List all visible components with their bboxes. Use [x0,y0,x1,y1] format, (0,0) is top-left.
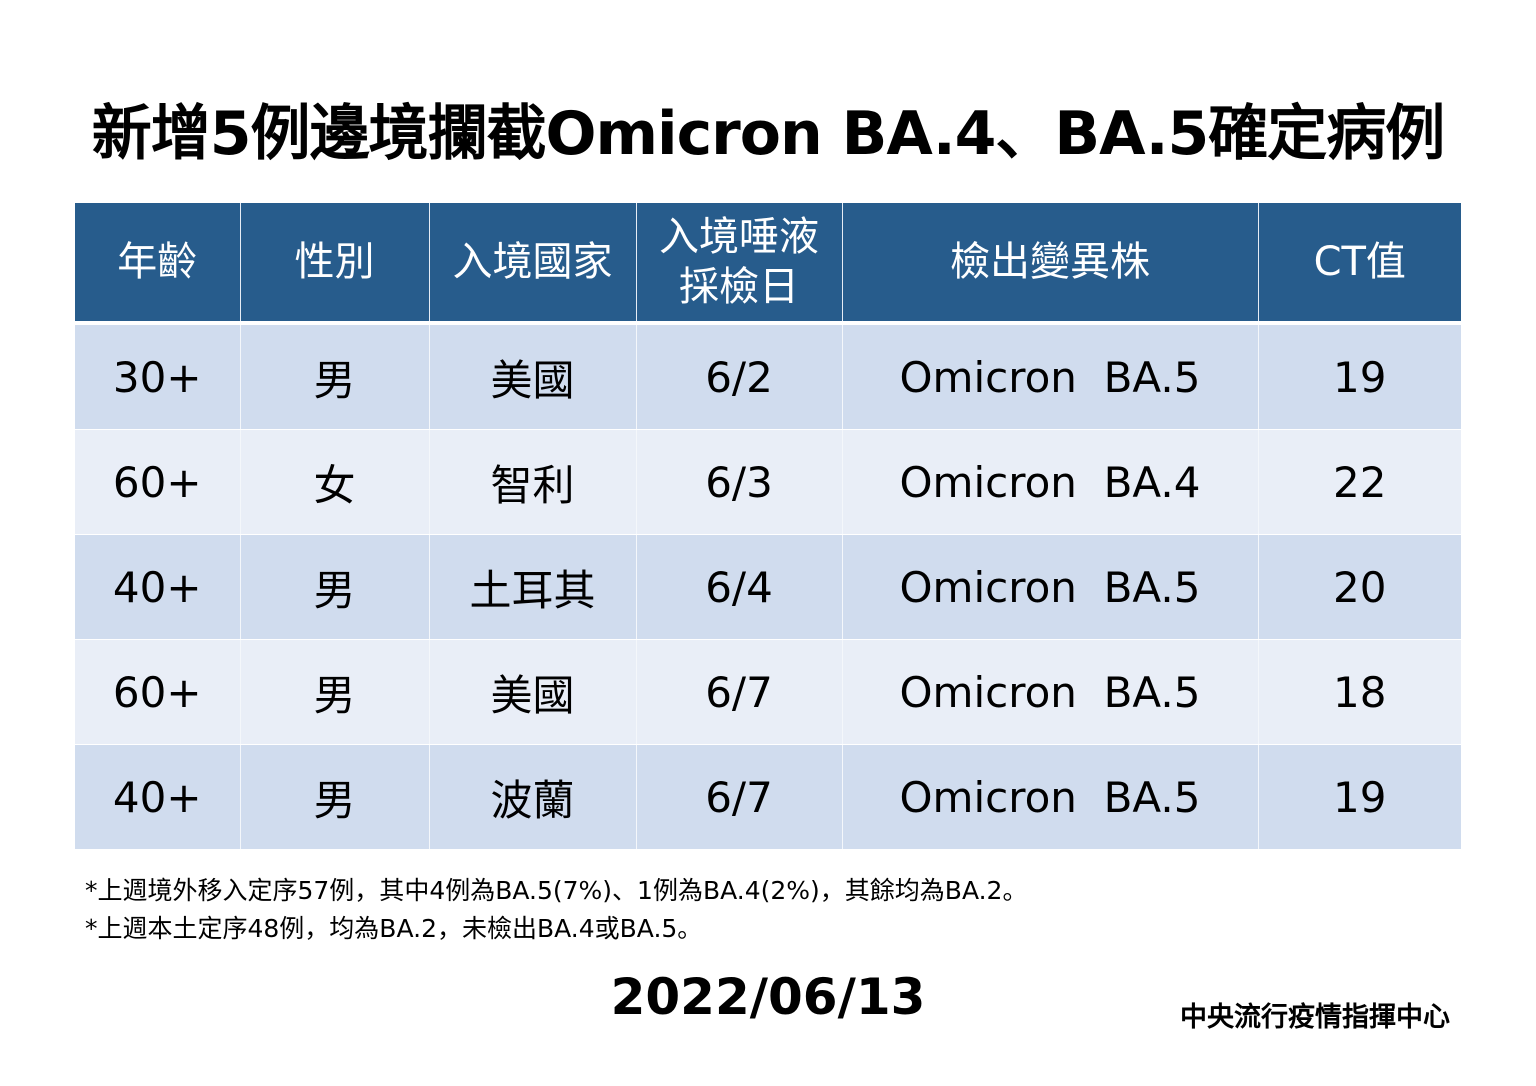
cell-age: 60+ [75,639,241,745]
cell-sample-date: 6/4 [636,534,843,640]
cell-country: 智利 [429,429,637,535]
organization: 中央流行疫情指揮中心 [1180,1002,1450,1033]
date: 2022/06/13 [610,968,926,1026]
table-header-row: 年齡 性別 入境國家 入境唾液 採檢日 檢出變異株 CT值 [75,203,1461,325]
cell-variant: Omicron BA.5 [842,534,1259,640]
header-age: 年齡 [75,203,241,325]
cell-country: 美國 [429,323,637,430]
cell-variant: Omicron BA.5 [842,323,1259,430]
cell-ct: 20 [1258,534,1461,640]
footnote: *上週境外移入定序57例，其中4例為BA.5(7%)、1例為BA.4(2%)，其… [85,876,1028,905]
cell-sample-date: 6/7 [636,639,843,745]
cell-sex: 男 [240,744,430,850]
table-row: 40+ 男波蘭 6/7 Omicron BA.5 19 [75,744,1461,850]
cell-variant: Omicron BA.5 [842,744,1259,850]
cell-variant: Omicron BA.5 [842,639,1259,745]
cell-ct: 19 [1258,744,1461,850]
cell-sample-date: 6/2 [636,323,843,430]
cases-table: 年齡 性別 入境國家 入境唾液 採檢日 檢出變異株 CT值 30+ 男美國 6/2 Om… [75,203,1461,850]
cell-ct: 22 [1258,429,1461,535]
cell-country: 波蘭 [429,744,637,850]
cell-age: 40+ [75,534,241,640]
header-ct: CT值 [1258,203,1461,325]
cell-sample-date: 6/3 [636,429,843,535]
cell-country: 美國 [429,639,637,745]
cell-sex: 男 [240,534,430,640]
header-country: 入境國家 [429,203,637,325]
header-variant: 檢出變異株 [842,203,1259,325]
header-sample-date-line2: 採檢日 [679,264,799,310]
cell-sex: 男 [240,323,430,430]
cell-sex: 男 [240,639,430,745]
cell-sex: 女 [240,429,430,535]
header-sample-date-line1: 入境唾液 [659,214,819,260]
table-row: 40+ 男土耳其 6/4 Omicron BA.5 20 [75,534,1461,640]
cell-ct: 19 [1258,323,1461,430]
page-title: 新增5例邊境攔截Omicron BA.4、BA.5確定病例 [91,99,1445,169]
header-sex: 性別 [240,203,430,325]
cell-variant: Omicron BA.4 [842,429,1259,535]
cell-ct: 18 [1258,639,1461,745]
footnotes: *上週境外移入定序57例，其中4例為BA.5(7%)、1例為BA.4(2%)，其… [85,872,1027,948]
header-sample-date: 入境唾液 採檢日 [636,203,843,325]
table-row: 30+ 男美國 6/2 Omicron BA.5 19 [75,323,1461,430]
footnote: *上週本土定序48例，均為BA.2，未檢出BA.4或BA.5。 [85,914,703,943]
table-row: 60+ 男美國 6/7 Omicron BA.5 18 [75,639,1461,745]
cell-age: 60+ [75,429,241,535]
cell-sample-date: 6/7 [636,744,843,850]
cell-age: 40+ [75,744,241,850]
cell-age: 30+ [75,323,241,430]
cell-country: 土耳其 [429,534,637,640]
table-row: 60+ 女智利 6/3 Omicron BA.4 22 [75,429,1461,535]
